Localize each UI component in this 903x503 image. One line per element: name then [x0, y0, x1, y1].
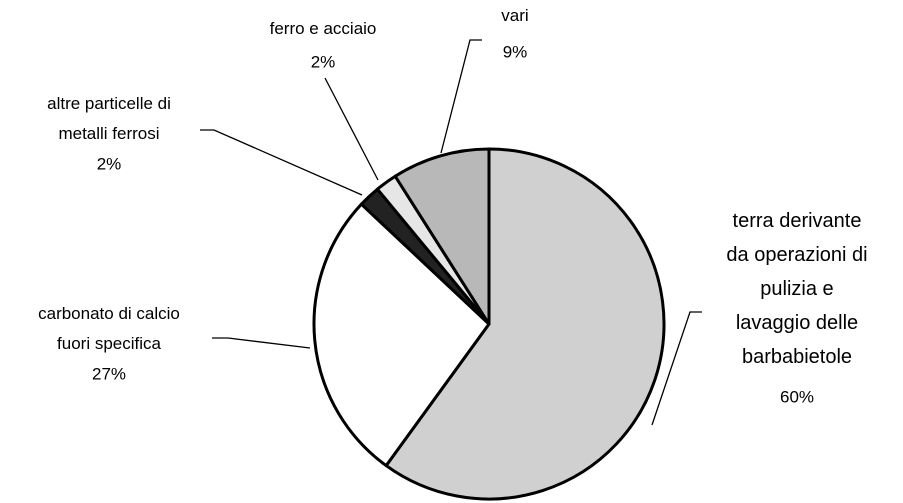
- leader-line: [200, 129, 363, 196]
- pie: [312, 147, 666, 501]
- leader-line: [440, 39, 482, 154]
- category-label: carbonato di calcio fuori specifica: [38, 304, 180, 353]
- value-label: 2%: [97, 154, 122, 173]
- category-label: altre particelle di metalli ferrosi: [47, 94, 171, 143]
- category-label: terra derivante da operazioni di pulizia e…: [726, 210, 867, 368]
- value-label: 60%: [780, 387, 814, 406]
- leader-line: [212, 337, 311, 349]
- value-label: 27%: [92, 364, 126, 383]
- leader-line: [324, 77, 379, 181]
- pie-slice: [312, 202, 491, 468]
- category-label: ferro e acciaio: [270, 19, 377, 38]
- value-label: 9%: [503, 42, 528, 61]
- pie-slice: [384, 147, 666, 501]
- leader-line: [651, 311, 702, 426]
- value-label: 2%: [311, 52, 336, 71]
- category-label: vari: [501, 6, 528, 25]
- pie-slice: [393, 147, 491, 326]
